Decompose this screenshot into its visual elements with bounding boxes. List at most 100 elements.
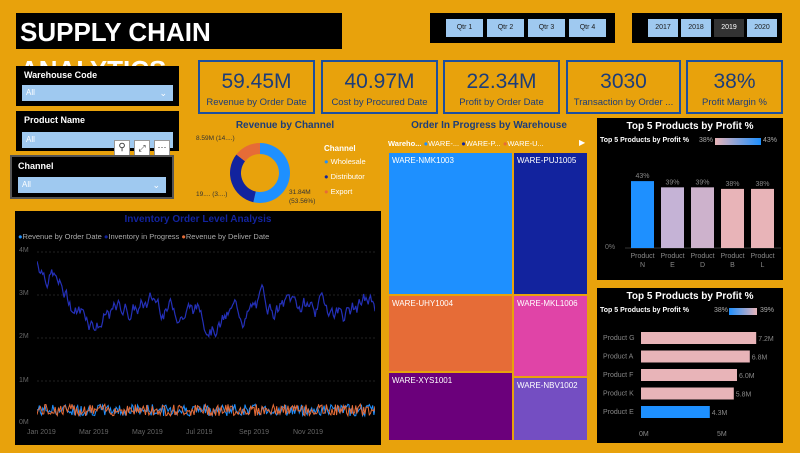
legend-label: Wholesale (330, 157, 366, 166)
year-2018-button[interactable]: 2018 (681, 19, 711, 37)
legend-item-wholesale: ● Wholesale (324, 157, 366, 166)
donut-slice[interactable] (236, 143, 260, 162)
year-2019-button[interactable]: 2019 (714, 19, 744, 37)
donut-slice[interactable] (230, 154, 256, 203)
y-tick: Product A (603, 354, 634, 361)
bar-chart-svg: Product G 7.2M Product A 6.8M Product F 6.0M P… (603, 332, 774, 438)
quarter-slicer: Qtr 1 Qtr 2 Qtr 3 Qtr 4 (430, 13, 615, 43)
kpi-value: 40.97M (344, 70, 415, 93)
kpi-label: Profit Margin % (702, 97, 767, 108)
kpi-label: Revenue by Order Date (206, 97, 307, 108)
x-tick: N (640, 262, 645, 269)
qtr-3-button[interactable]: Qtr 3 (528, 19, 565, 37)
column-bar[interactable] (661, 187, 684, 248)
legend-label: Inventory in Progress (108, 232, 180, 241)
legend-next-icon[interactable]: ▶ (579, 138, 586, 147)
gradient-min: 38% (714, 307, 729, 314)
x-tick: L (761, 262, 765, 269)
x-tick: Product (690, 253, 714, 260)
filter-label: Channel (18, 161, 54, 171)
treemap-tile[interactable]: WARE-XYS1001 (388, 372, 513, 441)
y-tick: Product K (603, 391, 634, 398)
legend-item-distributor: ● Distributor (324, 172, 365, 181)
donut-slice[interactable] (253, 143, 290, 203)
top5-products-bar-chart: Top 5 Products by Profit % Top 5 Product… (597, 288, 783, 443)
legend-dot-icon: ● (461, 139, 466, 148)
dropdown-value: All (26, 88, 35, 97)
filter-icon[interactable]: ⚲ (114, 140, 130, 156)
x-tick: Sep 2019 (239, 429, 269, 436)
treemap-tile[interactable]: WARE-PUJ1005 (513, 152, 588, 295)
horizontal-bar[interactable] (641, 406, 710, 418)
legend-dot-icon: ● (502, 139, 508, 148)
more-options-icon[interactable]: ⋯ (154, 140, 170, 156)
x-tick: 0M (639, 431, 649, 438)
y-tick: 2M (19, 333, 29, 340)
data-label: 5.8M (736, 392, 752, 399)
data-label: 38% (755, 181, 769, 188)
qtr-1-button[interactable]: Qtr 1 (446, 19, 483, 37)
kpi-label: Transaction by Order ... (573, 97, 674, 108)
channel-filter: Channel All ⌄ (10, 155, 174, 199)
x-tick: Jan 2019 (27, 429, 56, 436)
year-slicer: 2017 2018 2019 2020 (632, 13, 782, 43)
horizontal-bar[interactable] (641, 387, 734, 400)
treemap-tile[interactable]: WARE-UHY1004 (388, 295, 513, 372)
order-in-progress-treemap: Order In Progress by Warehouse Wareho...… (386, 118, 592, 443)
year-2017-button[interactable]: 2017 (648, 19, 678, 37)
focus-mode-icon[interactable]: ⤢ (134, 140, 150, 156)
y-tick: Product F (603, 372, 633, 379)
year-2020-button[interactable]: 2020 (747, 19, 777, 37)
x-tick: Jul 2019 (186, 429, 213, 436)
channel-dropdown[interactable]: All ⌄ (18, 177, 166, 193)
filter-label: Product Name (24, 115, 86, 125)
chart-title: Top 5 Products by Profit % (626, 121, 754, 132)
chart-title: Top 5 Products by Profit % (626, 291, 754, 302)
revenue-by-channel-chart: Revenue by Channel 8.59M (14....) 19....… (190, 118, 385, 210)
qtr-4-button[interactable]: Qtr 4 (569, 19, 606, 37)
gradient-bar (729, 308, 757, 315)
kpi-profit: 22.34M Profit by Order Date (443, 60, 560, 114)
treemap-tile[interactable]: WARE-NMK1003 (388, 152, 513, 295)
x-tick: Nov 2019 (293, 429, 323, 436)
donut-svg (230, 143, 290, 203)
revenue-deliver-series-line (37, 402, 375, 418)
column-bar[interactable] (721, 188, 744, 248)
chevron-down-icon: ⌄ (159, 88, 167, 98)
column-bar[interactable] (631, 181, 654, 248)
dropdown-value: All (22, 180, 31, 189)
data-label: 6.0M (739, 373, 755, 380)
y-tick: 0M (19, 419, 29, 426)
donut-label-right: 31.84M (289, 189, 311, 196)
x-tick: May 2019 (132, 429, 163, 436)
legend-label: WARE-... (428, 139, 460, 148)
warehouse-code-dropdown[interactable]: All ⌄ (22, 85, 173, 101)
donut-label-right-pct: (53.56%) (289, 198, 316, 205)
treemap-tile[interactable]: WARE-MKL1006 (513, 295, 588, 377)
legend-label: Revenue by Deliver Date (185, 232, 270, 241)
chart-title: Inventory Order Level Analysis (124, 214, 272, 225)
horizontal-bar[interactable] (641, 332, 757, 344)
legend-dot-icon: ● (324, 172, 329, 181)
kpi-value: 38% (713, 70, 756, 93)
chart-title: Revenue by Channel (235, 120, 335, 131)
legend-label: WARE-U... (507, 139, 544, 148)
qtr-2-button[interactable]: Qtr 2 (487, 19, 524, 37)
horizontal-bar[interactable] (641, 369, 737, 381)
horizontal-bar[interactable] (641, 350, 750, 363)
y-tick: 1M (19, 377, 29, 384)
filter-label: Warehouse Code (24, 70, 98, 80)
legend-label: WARE-P... (465, 139, 501, 148)
legend-dot-icon: ● (324, 187, 329, 196)
kpi-label: Cost by Procured Date (331, 97, 428, 108)
treemap-tile[interactable]: WARE-NBV1002 (513, 377, 588, 441)
data-label: 39% (665, 179, 679, 186)
legend-dot-icon: ● (103, 232, 109, 241)
revenue-order-series-line (37, 403, 375, 418)
column-bar[interactable] (751, 188, 774, 248)
legend-label: Revenue by Order Date (22, 232, 102, 241)
column-bar[interactable] (691, 187, 714, 248)
inventory-order-chart: Inventory Order Level Analysis ●Revenue … (15, 211, 381, 445)
chart-legend: ●Revenue by Order Date ●Inventory in Pro… (18, 232, 269, 241)
top5-products-column-chart: Top 5 Products by Profit % Top 5 Product… (597, 118, 783, 280)
